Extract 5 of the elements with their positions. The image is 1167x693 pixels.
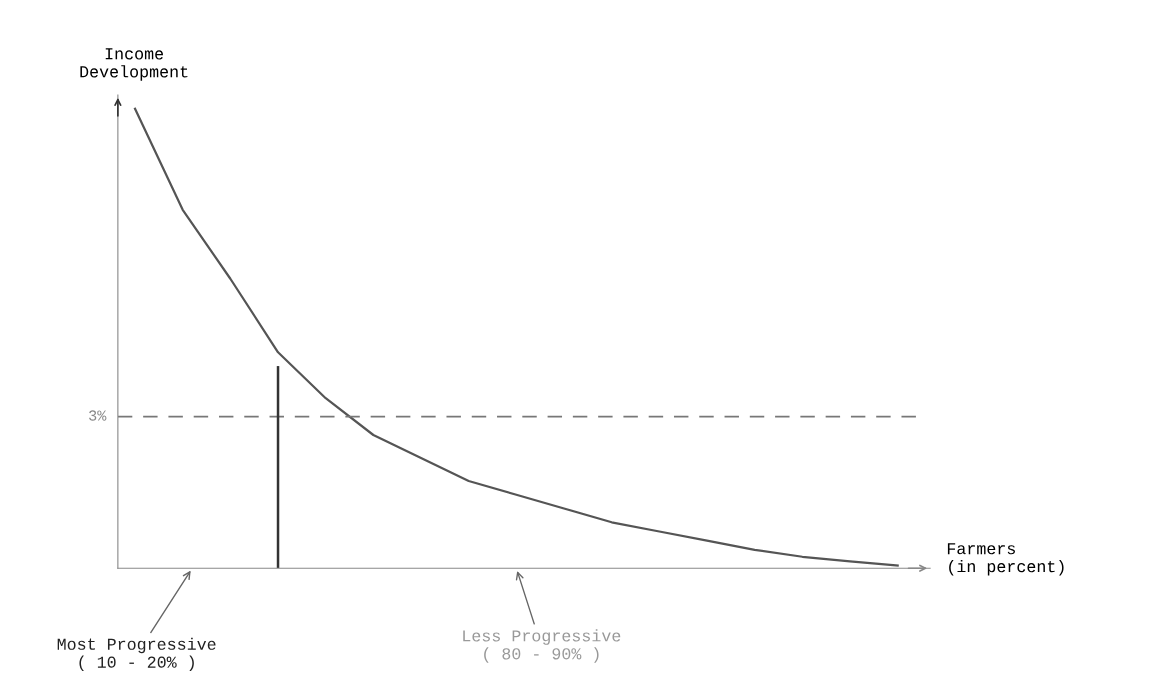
text: Less Progressive ( 80 - 90% )	[463, 629, 621, 663]
x-axis-title: Farmers (in percent)	[947, 543, 1064, 576]
y-axis-title: Income Development	[80, 48, 188, 81]
text: 3%	[89, 410, 107, 421]
text: Most Progressive ( 10 - 20% )	[57, 637, 216, 672]
